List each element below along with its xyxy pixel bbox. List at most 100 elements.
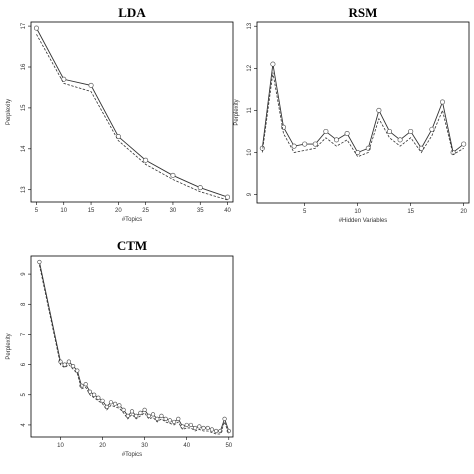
x-axis-label: #Topics [122, 452, 142, 458]
x-tick-label: 15 [407, 209, 414, 215]
y-tick-label: 9 [247, 192, 253, 196]
chart-rsm: RSM 5 10 15 20 9 10 11 12 13 #Hidden Variables Perp… [234, 5, 470, 224]
data-point [291, 143, 297, 149]
y-tick-label: 4 [21, 423, 27, 427]
data-point [170, 172, 176, 178]
y-tick-label: 5 [21, 392, 27, 396]
x-tick-label: 20 [460, 209, 467, 215]
data-point [92, 392, 97, 397]
chart-lda: LDA 5 10 15 20 25 30 35 40 13 14 15 16 17 #Topics Perpl… [6, 5, 234, 223]
y-axis-label: Perplexity [6, 99, 12, 125]
data-point [333, 137, 339, 143]
chart-title: CTM [117, 238, 147, 253]
data-point [83, 382, 88, 387]
series-line-dashed [36, 34, 228, 201]
y-tick-label: 7 [21, 332, 27, 336]
y-tick-label: 13 [21, 186, 27, 193]
data-point [100, 398, 105, 403]
data-point [205, 425, 210, 431]
data-point [461, 141, 467, 147]
data-point [225, 194, 231, 200]
data-point [355, 149, 361, 155]
x-tick-label: 40 [183, 443, 190, 449]
data-point [188, 422, 194, 428]
x-tick-label: 10 [60, 208, 67, 214]
y-axis-label: Perplexity [234, 99, 240, 125]
x-tick-label: 10 [354, 209, 361, 215]
y-tick-label: 10 [247, 148, 253, 155]
data-point [280, 124, 286, 130]
data-point [408, 128, 414, 134]
x-tick-label: 10 [57, 443, 64, 449]
data-point [163, 416, 168, 422]
series-line-solid [38, 261, 230, 432]
x-tick-label: 35 [197, 208, 204, 214]
data-point [70, 364, 76, 369]
data-point [113, 401, 118, 406]
data-point [429, 126, 435, 132]
y-tick-label: 8 [21, 302, 27, 306]
data-point [344, 131, 350, 137]
data-point [197, 185, 203, 191]
y-tick-label: 16 [21, 63, 27, 70]
data-point [214, 428, 219, 434]
x-tick-label: 20 [115, 208, 122, 214]
x-tick-label: 30 [141, 443, 148, 449]
data-point [142, 407, 147, 412]
plot-frame [256, 21, 470, 204]
x-tick-label: 5 [35, 208, 39, 214]
data-point [155, 416, 160, 422]
y-tick-label: 15 [21, 104, 27, 111]
data-point [88, 82, 94, 88]
series-line-dashed [261, 72, 464, 158]
data-point [150, 412, 156, 417]
plot-frame [30, 21, 234, 203]
y-tick-label: 6 [21, 362, 27, 366]
data-point [209, 427, 215, 432]
data-point [143, 157, 149, 163]
data-point [270, 61, 276, 67]
y-tick-label: 12 [247, 64, 253, 71]
data-point [33, 25, 39, 31]
data-point [37, 259, 42, 265]
chart-title: LDA [118, 5, 146, 20]
data-point [312, 141, 318, 147]
x-tick-label: 50 [225, 443, 232, 449]
data-point [79, 383, 84, 388]
data-point [146, 413, 151, 418]
data-point [386, 128, 392, 134]
data-point [117, 403, 122, 408]
data-point [201, 425, 206, 431]
y-tick-label: 13 [247, 22, 253, 29]
data-point [96, 395, 101, 400]
y-tick-label: 14 [21, 145, 27, 152]
plot-frame [30, 255, 234, 438]
chart-title: RSM [349, 5, 378, 20]
data-point [134, 413, 139, 418]
data-point [397, 137, 403, 143]
data-point [193, 425, 198, 431]
data-point [184, 422, 189, 428]
x-tick-label: 30 [170, 208, 177, 214]
data-point [129, 409, 135, 414]
data-point [167, 418, 172, 423]
data-point [108, 400, 114, 405]
x-tick-label: 5 [303, 209, 307, 215]
series-line-solid [36, 27, 228, 198]
data-point [75, 368, 80, 373]
data-point [121, 407, 126, 412]
data-point [259, 145, 265, 151]
data-point [159, 413, 164, 418]
x-tick-label: 15 [88, 208, 95, 214]
data-point [138, 410, 143, 415]
data-point [323, 128, 329, 134]
x-axis-label: #Topics [122, 217, 142, 223]
x-tick-label: 40 [224, 208, 231, 214]
chart-ctm: CTM 10 20 30 40 50 4 5 6 7 8 9 #Topics Perplexity [6, 238, 234, 458]
data-point [125, 413, 130, 418]
x-tick-label: 20 [99, 443, 106, 449]
series-line-solid [261, 64, 464, 154]
series-line-dashed [39, 264, 230, 435]
y-axis-label: Perplexity [6, 333, 12, 359]
